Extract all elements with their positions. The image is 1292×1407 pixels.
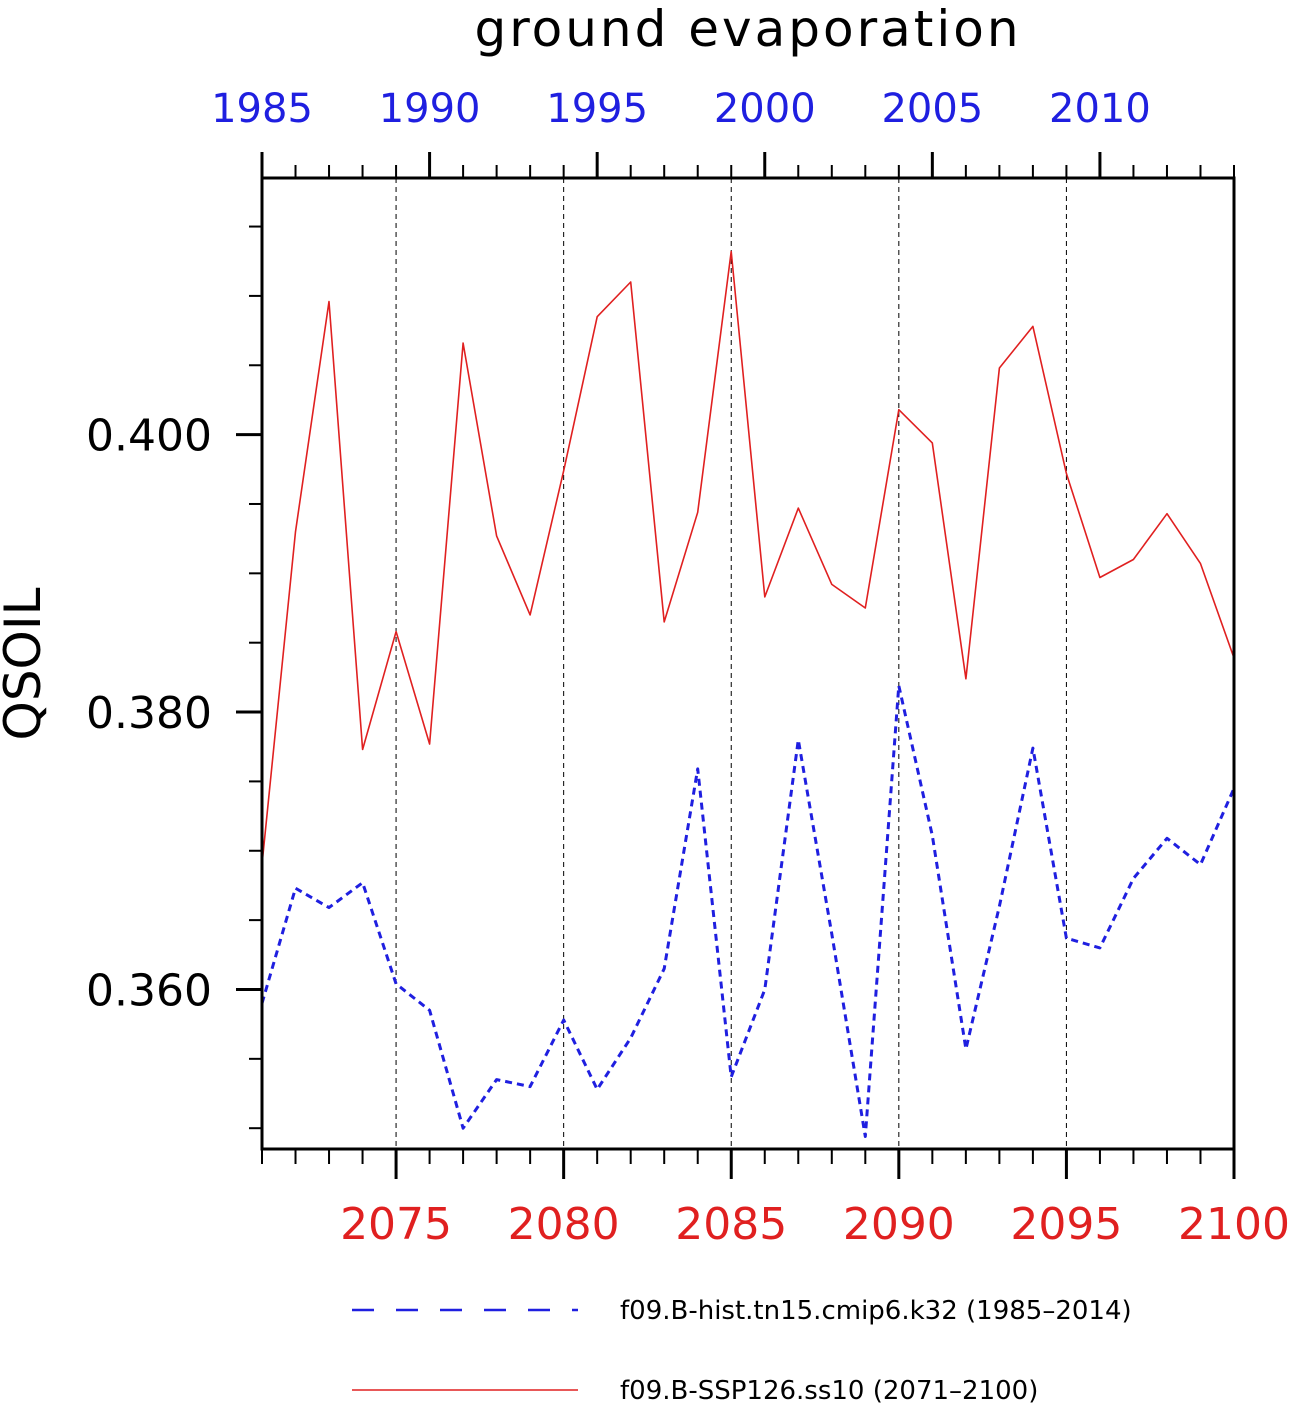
y-tick-label-0.400: 0.400	[86, 411, 212, 462]
x-top-tick-label-2010: 2010	[1049, 86, 1151, 132]
plot-frame	[260, 176, 1236, 1151]
x-bottom-tick-label-2075: 2075	[340, 1199, 452, 1250]
y-axis-label: QSOIL	[0, 587, 52, 740]
legend-label-1: f09.B-hist.tn15.cmip6.k32 (1985–2014)	[620, 1296, 1132, 1326]
grid-lines	[395, 178, 1067, 1149]
axis-ticks	[236, 152, 1236, 1179]
x-bottom-tick-label-2085: 2085	[675, 1199, 787, 1250]
x-top-tick-label-2000: 2000	[714, 86, 816, 132]
x-bottom-tick-label-2080: 2080	[508, 1199, 620, 1250]
legend: f09.B-hist.tn15.cmip6.k32 (1985–2014) f09…	[352, 1296, 1132, 1406]
legend-label-2: f09.B-SSP126.ss10 (2071–2100)	[620, 1376, 1038, 1406]
series-lines	[260, 250, 1236, 1138]
x-top-tick-label-1995: 1995	[546, 86, 648, 132]
x-top-tick-label-2005: 2005	[881, 86, 983, 132]
chart-title: ground evaporation	[474, 0, 1021, 58]
x-bottom-tick-label-2090: 2090	[843, 1199, 955, 1250]
series-line-2	[261, 250, 1235, 865]
series-line-1	[260, 684, 1236, 1138]
x-bottom-tick-label-2100: 2100	[1178, 1199, 1290, 1250]
x-bottom-tick-label-2095: 2095	[1010, 1199, 1122, 1250]
tick-labels: 2075 2080 2085 2090 2095 2100 1985 1990 1995 2000…	[86, 86, 1290, 1250]
y-tick-label-0.380: 0.380	[86, 688, 212, 739]
x-top-tick-label-1985: 1985	[211, 86, 313, 132]
x-top-tick-label-1990: 1990	[379, 86, 481, 132]
y-tick-label-0.360: 0.360	[86, 965, 212, 1016]
